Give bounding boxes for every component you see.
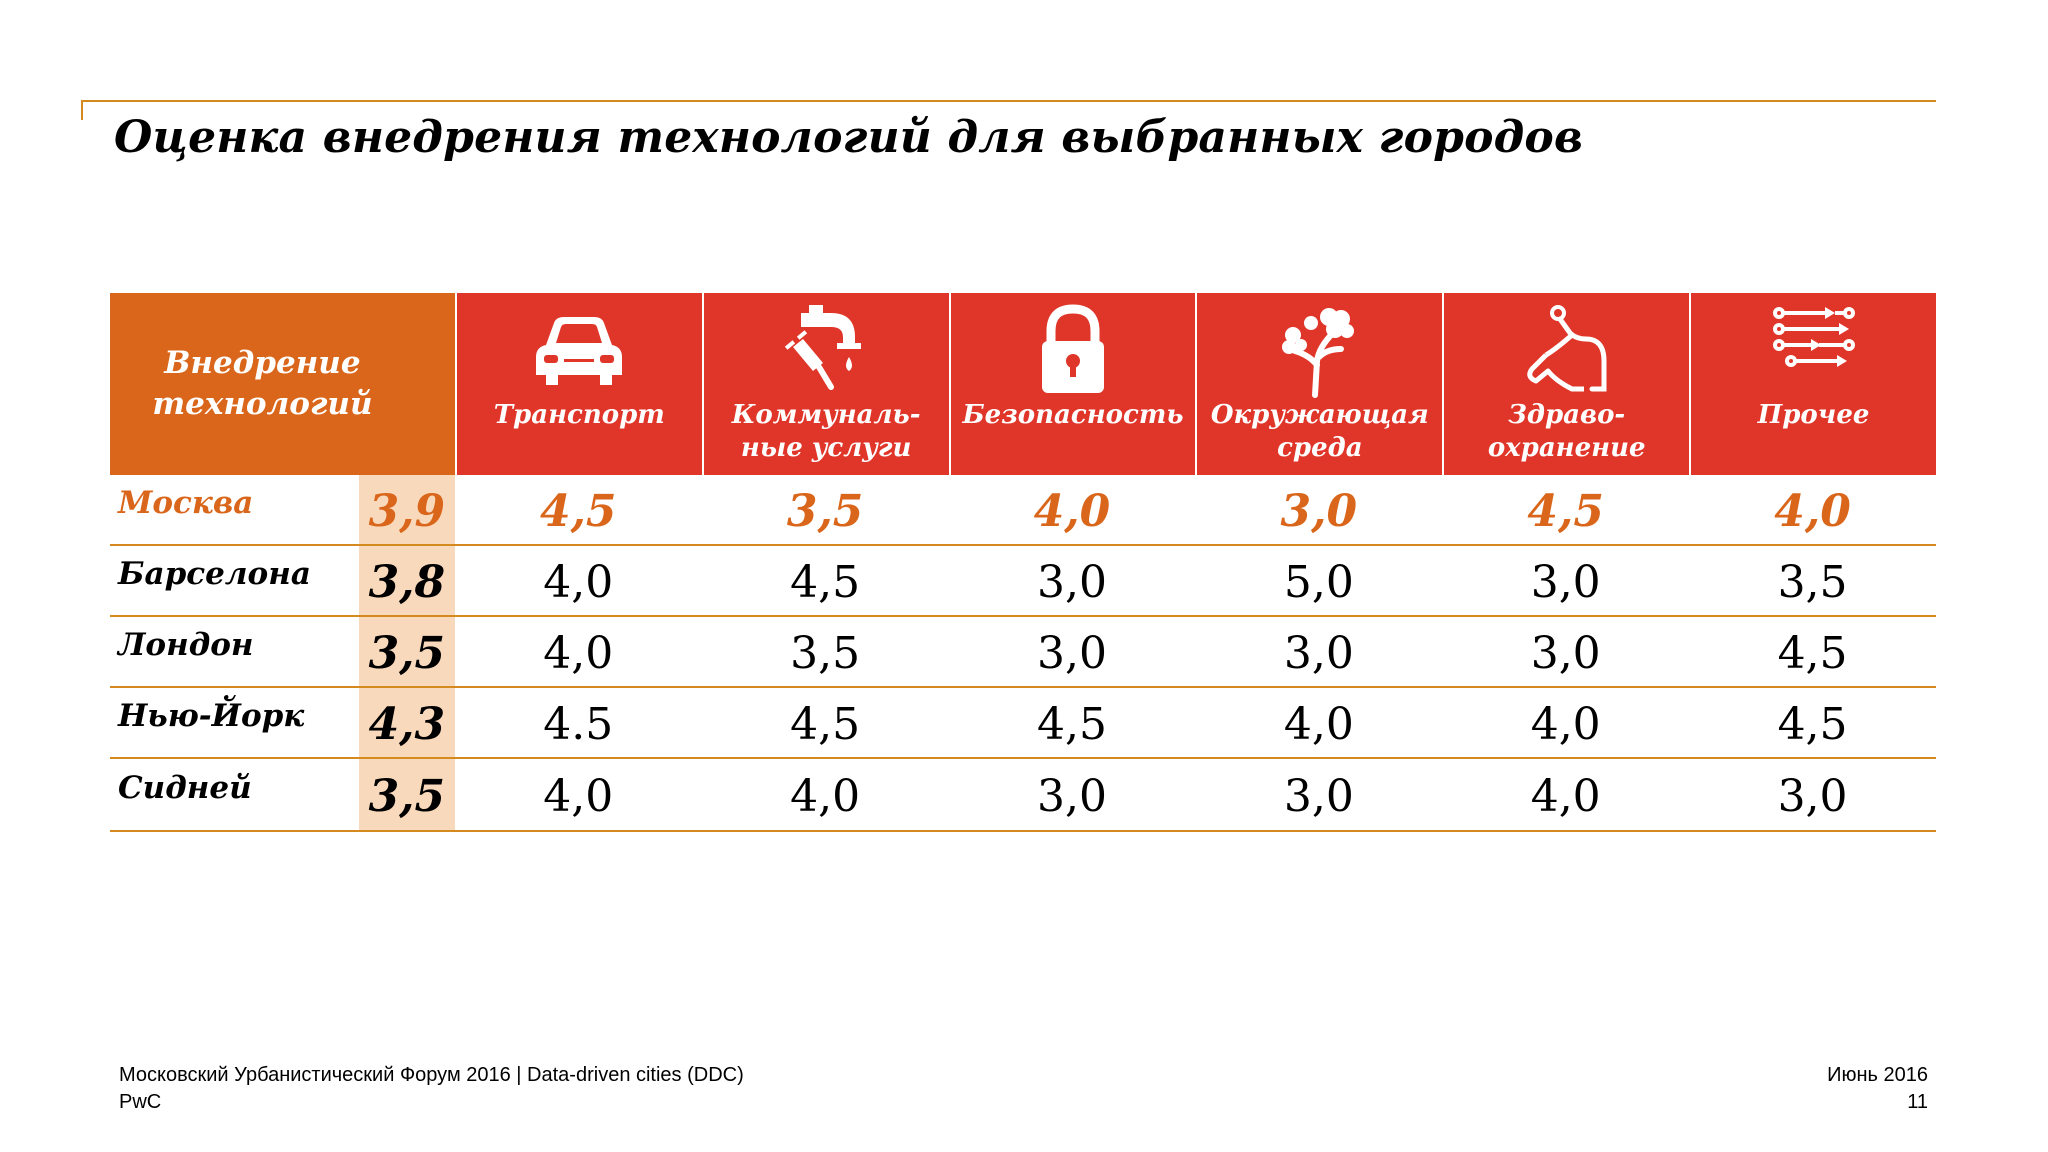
- score-healthcare: 3,0: [1530, 557, 1601, 608]
- score-other: 4,5: [1777, 699, 1848, 750]
- overall-score: 3,5: [358, 617, 455, 686]
- footer-source: Московский Урбанистический Форум 2016 | …: [119, 1064, 744, 1086]
- score-other: 3,0: [1777, 771, 1848, 822]
- table-row: Нью-Йорк 4,3 4.5 4,5 4,5 4,0 4,0 4,5: [110, 688, 1936, 759]
- score-healthcare: 3,0: [1530, 628, 1601, 679]
- score-other: 4,5: [1777, 628, 1848, 679]
- table-header: Внедрение технологий Транспорт: [110, 293, 1936, 475]
- footer-company: PwC: [119, 1091, 162, 1113]
- footer-right: Июнь 2016 11: [1827, 1062, 1928, 1116]
- score-security: 3,0: [1036, 557, 1107, 608]
- tree-icon: [1281, 308, 1354, 398]
- score-environment: 3,0: [1283, 628, 1354, 679]
- score-transport: 4,5: [539, 486, 617, 537]
- score-healthcare: 4,0: [1530, 699, 1601, 750]
- score-utilities: 4,5: [790, 699, 861, 750]
- score-other: 4,0: [1774, 486, 1851, 537]
- table-row: Сидней 3,5 4,0 4,0 3,0 3,0 4,0 3,0: [110, 759, 1936, 832]
- overall-score: 4,3: [358, 688, 455, 757]
- lock-icon: [1041, 304, 1104, 393]
- city-name: Нью-Йорк: [118, 697, 305, 734]
- score-security: 3,0: [1036, 771, 1107, 822]
- overall-score: 3,9: [358, 475, 455, 544]
- city-name: Лондон: [118, 626, 254, 663]
- score-transport: 4,0: [543, 557, 614, 608]
- header-category-other: Прочее: [1689, 293, 1936, 475]
- score-environment: 3,0: [1280, 486, 1358, 537]
- title-frame-line: [81, 100, 1936, 120]
- header-main-label: Внедрение технологий: [152, 345, 373, 422]
- header-category-label: Окружающая среда: [1210, 400, 1429, 463]
- table-row: Москва 3,9 4,5 3,5 4,0 3,0 4,5 4,0: [110, 475, 1936, 546]
- score-other: 3,5: [1777, 557, 1848, 608]
- city-name: Барселона: [118, 555, 311, 592]
- ratings-table: Внедрение технологий Транспорт: [110, 293, 1936, 832]
- score-security: 4,5: [1036, 699, 1107, 750]
- score-transport: 4.5: [543, 699, 614, 750]
- score-utilities: 3,5: [786, 486, 864, 537]
- table-row: Лондон 3,5 4,0 3,5 3,0 3,0 3,0 4,5: [110, 617, 1936, 688]
- overall-score: 3,5: [358, 759, 455, 830]
- utilities-icon: [784, 305, 862, 390]
- score-environment: 3,0: [1283, 771, 1354, 822]
- score-healthcare: 4,5: [1527, 486, 1604, 537]
- sliders-icon: [1772, 307, 1855, 367]
- header-category-transport: Транспорт: [454, 293, 702, 475]
- header-category-healthcare: Здраво- охранение: [1442, 293, 1690, 475]
- header-category-environment: Окружающая среда: [1195, 293, 1443, 475]
- score-utilities: 4,5: [790, 557, 861, 608]
- footer-left: Московский Урбанистический Форум 2016 | …: [119, 1062, 744, 1116]
- header-technology-adoption: Внедрение технологий: [110, 293, 455, 475]
- city-name: Сидней: [118, 769, 252, 806]
- header-category-label: Коммуналь- ные услуги: [731, 400, 921, 463]
- score-healthcare: 4,0: [1530, 771, 1601, 822]
- score-utilities: 4,0: [790, 771, 861, 822]
- score-transport: 4,0: [543, 628, 614, 679]
- score-environment: 4,0: [1283, 699, 1354, 750]
- footer-date: Июнь 2016: [1827, 1064, 1928, 1086]
- overall-score: 3,8: [358, 546, 455, 615]
- header-category-security: Безопасность: [948, 293, 1196, 475]
- header-category-utilities: Коммуналь- ные услуги: [701, 293, 949, 475]
- header-category-label: Здраво- охранение: [1487, 400, 1646, 463]
- score-utilities: 3,5: [790, 628, 861, 679]
- header-category-label: Транспорт: [493, 400, 665, 430]
- page-number: 11: [1907, 1091, 1928, 1113]
- score-security: 4,0: [1033, 486, 1111, 537]
- score-environment: 5,0: [1283, 557, 1354, 608]
- header-category-label: Безопасность: [962, 400, 1184, 430]
- page-title: Оценка внедрения технологий для выбранны…: [114, 112, 1584, 163]
- city-name: Москва: [118, 484, 254, 521]
- car-icon: [536, 317, 623, 385]
- score-security: 3,0: [1036, 628, 1107, 679]
- stethoscope-icon: [1526, 305, 1607, 392]
- score-transport: 4,0: [543, 771, 614, 822]
- table-row: Барселона 3,8 4,0 4,5 3,0 5,0 3,0 3,5: [110, 546, 1936, 617]
- header-category-label: Прочее: [1757, 400, 1870, 430]
